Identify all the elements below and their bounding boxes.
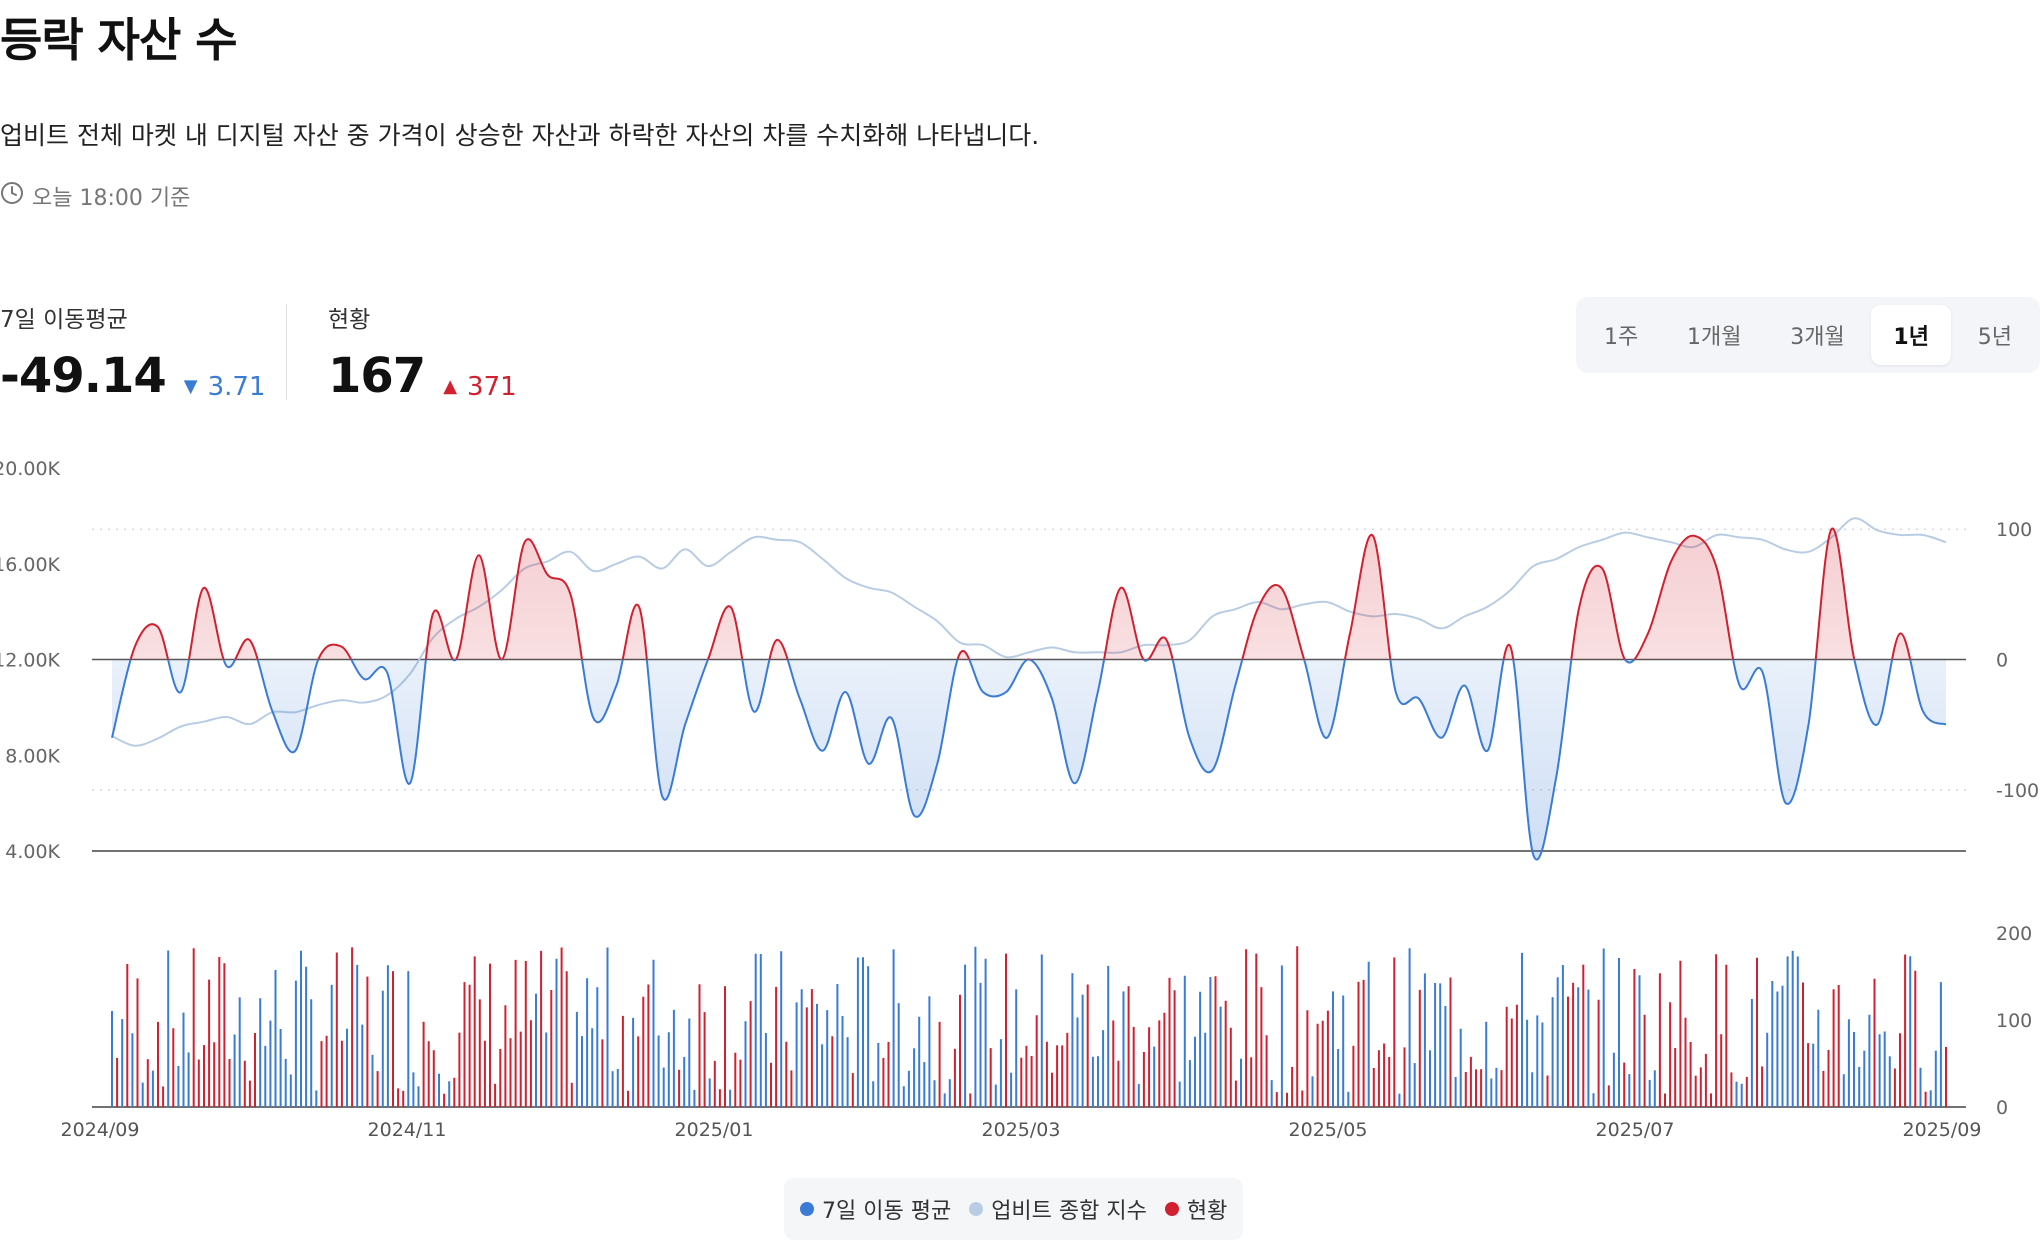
series-ma7-negative-area	[112, 659, 1946, 860]
bar-axis-tick-label: 200	[1996, 923, 2032, 945]
page-description: 업비트 전체 마켓 내 디지털 자산 중 가격이 상승한 자산과 하락한 자산의…	[0, 121, 1040, 150]
period-tab-1w[interactable]: 1주	[1604, 325, 1639, 350]
left-axis-tick-label: 4.00K	[5, 841, 60, 863]
bar-axis-tick-label: 100	[1996, 1010, 2032, 1032]
series-ma7-positive-area	[112, 528, 1946, 660]
x-axis-tick-label: 2025/07	[1596, 1119, 1675, 1141]
period-tab-3m[interactable]: 3개월	[1790, 325, 1845, 350]
period-tab-1m[interactable]: 1개월	[1686, 325, 1742, 350]
legend-item-ma7[interactable]: 7일 이동 평균	[800, 1193, 951, 1225]
x-axis-tick-label: 2025/03	[982, 1119, 1061, 1141]
legend-dot-ma7	[800, 1202, 814, 1216]
series-ma7-line-positive	[129, 527, 1912, 660]
right-axis-tick-label: 0	[1996, 650, 2008, 672]
triangle-up-icon: ▲	[443, 376, 458, 397]
legend-label-ma7: 7일 이동 평균	[822, 1199, 952, 1224]
x-axis-tick-label: 2024/11	[368, 1119, 447, 1141]
chart-legend: 7일 이동 평균 업비트 종합 지수 현황	[784, 1178, 1244, 1240]
stat-ma7-label: 7일 이동평균	[0, 307, 128, 333]
series-ma7-line-negative	[111, 659, 1947, 861]
stat-current-change-value: 371	[467, 371, 517, 402]
stat-current: 현황 167 ▲ 371	[328, 300, 517, 404]
left-axis-tick-label: 16.00K	[0, 554, 61, 576]
right-axis-tick-label: 100	[1996, 519, 2032, 541]
right-axis-tick-label: -100	[1996, 780, 2039, 802]
stat-ma7-change-value: 3.71	[207, 371, 266, 402]
period-tab-1y[interactable]: 1년	[1871, 305, 1951, 365]
legend-item-index[interactable]: 업비트 종합 지수	[969, 1193, 1147, 1225]
stat-ma7-change: ▼ 3.71	[184, 372, 266, 402]
update-timestamp: 오늘 18:00 기준	[0, 180, 190, 212]
stat-current-change: ▲ 371	[443, 372, 516, 402]
legend-label-index: 업비트 종합 지수	[991, 1199, 1147, 1224]
page-title: 등락 자산 수	[0, 13, 238, 67]
x-axis-tick-label: 2025/01	[675, 1119, 754, 1141]
stat-current-value: 167	[328, 348, 426, 404]
triangle-down-icon: ▼	[183, 376, 198, 397]
clock-icon	[0, 181, 24, 211]
period-tab-5y[interactable]: 5년	[1977, 325, 2012, 350]
stat-divider	[286, 304, 287, 400]
x-axis-tick-label: 2025/09	[1903, 1119, 1982, 1141]
left-axis-tick-label: 8.00K	[5, 745, 60, 767]
left-axis-tick-label: 12.00K	[0, 650, 61, 672]
x-axis-tick-label: 2024/09	[61, 1119, 140, 1141]
x-axis-tick-label: 2025/05	[1289, 1119, 1368, 1141]
stat-ma7-value: -49.14	[0, 348, 167, 404]
stat-current-label: 현황	[328, 307, 371, 333]
period-selector: 1주 1개월 3개월 1년 5년	[1576, 297, 2040, 373]
stat-ma7: 7일 이동평균 -49.14 ▼ 3.71	[0, 300, 265, 404]
update-text: 오늘 18:00 기준	[32, 186, 191, 211]
left-axis-tick-label: 20.00K	[0, 458, 61, 480]
legend-item-current[interactable]: 현황	[1164, 1193, 1228, 1225]
legend-dot-current	[1164, 1202, 1179, 1216]
legend-label-current: 현황	[1186, 1199, 1228, 1224]
bar-axis-tick-label: 0	[1996, 1097, 2008, 1119]
market-breadth-chart: 20.00K 16.00K 12.00K 8.00K 4.00K 100 0 -100 200 1…	[0, 458, 2039, 1141]
legend-dot-index	[969, 1202, 984, 1216]
